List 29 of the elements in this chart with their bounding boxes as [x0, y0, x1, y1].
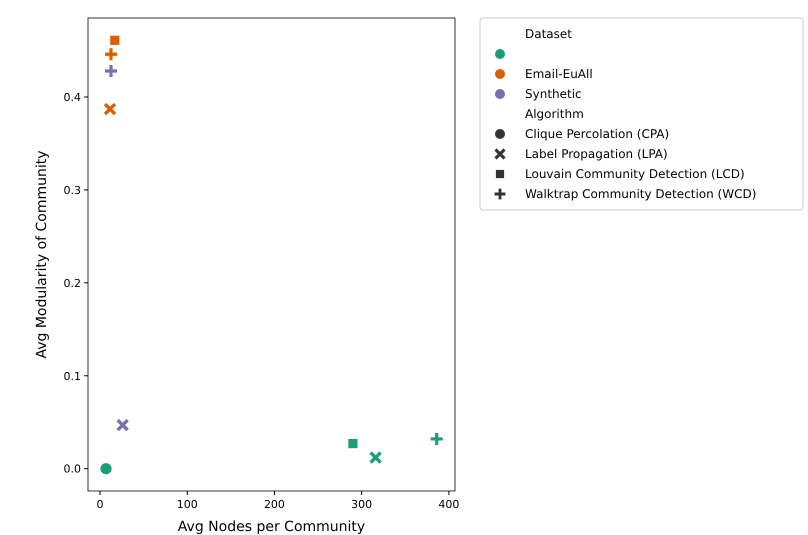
x-tick-label: 200 [264, 498, 285, 511]
y-axis-title: Avg Modularity of Community [34, 150, 50, 359]
y-tick-label: 0.0 [64, 462, 81, 476]
point [100, 462, 112, 476]
text: Algorithm [525, 107, 584, 121]
text: Louvain Community Detection (LCD) [525, 167, 745, 181]
text: Label Propagation (LPA) [525, 147, 668, 161]
point [429, 431, 444, 447]
x-tick-label: 400 [438, 498, 460, 511]
legend-label: Email-EuAll [525, 67, 593, 81]
x-tick-label: 0 [96, 498, 104, 511]
y-tick-label: 0.3 [64, 184, 81, 197]
point [103, 46, 119, 62]
point [109, 34, 120, 46]
point [368, 450, 382, 464]
text: Clique Percolation (CPA) [525, 127, 670, 141]
legend-title: Dataset [525, 27, 572, 41]
y-tick-label: 0.4 [64, 90, 81, 104]
y-tick-label: 0.1 [64, 370, 81, 383]
point [103, 102, 117, 116]
x-tick-label: 300 [351, 498, 372, 511]
point [103, 63, 119, 79]
y-tick-label: 0.2 [64, 276, 81, 290]
point [348, 438, 358, 450]
legend-label: Synthetic [525, 87, 582, 101]
point [116, 418, 130, 432]
x-tick-label: 100 [176, 498, 198, 511]
x-axis-title: Avg Nodes per Community [178, 519, 366, 535]
text: Walktrap Community Detection (WCD) [525, 187, 756, 201]
